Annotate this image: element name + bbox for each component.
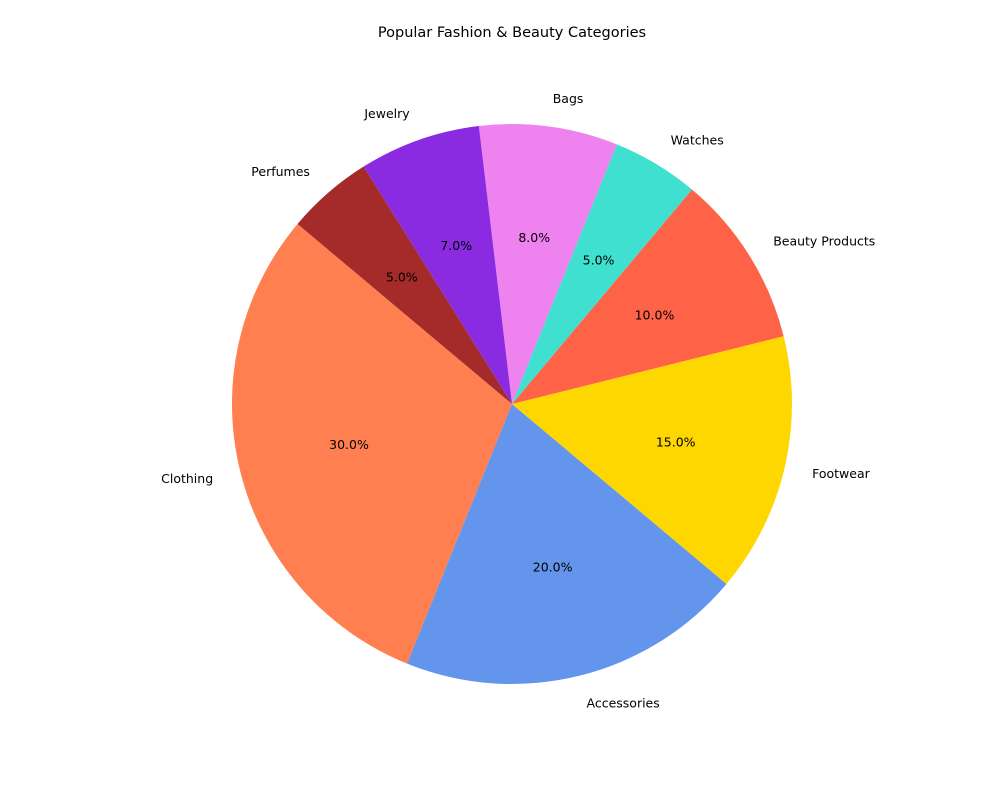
pie-slice-footwear bbox=[512, 336, 792, 584]
slice-percent-watches: 5.0% bbox=[583, 253, 615, 268]
slice-percent-perfumes: 5.0% bbox=[386, 270, 418, 285]
chart-title: Popular Fashion & Beauty Categories bbox=[378, 25, 646, 41]
slice-label-jewelry: Jewelry bbox=[363, 106, 410, 121]
slice-percent-footwear: 15.0% bbox=[656, 434, 696, 449]
pie-labels: Clothing Accessories Footwear Beauty Produc… bbox=[161, 91, 875, 710]
slice-percent-jewelry: 7.0% bbox=[440, 238, 472, 253]
slice-percent-beauty-products: 10.0% bbox=[635, 307, 675, 322]
pie-slice-bags bbox=[478, 124, 617, 404]
pie-slice-beauty-products bbox=[512, 189, 784, 404]
slice-percent-accessories: 20.0% bbox=[533, 560, 573, 575]
slice-percent-bags: 8.0% bbox=[518, 230, 550, 245]
pie-slice-clothing bbox=[232, 224, 512, 664]
slice-label-watches: Watches bbox=[671, 132, 724, 147]
slice-label-clothing: Clothing bbox=[161, 471, 213, 486]
pie-slice-watches bbox=[512, 144, 692, 404]
slice-label-beauty-products: Beauty Products bbox=[773, 233, 875, 248]
slice-label-footwear: Footwear bbox=[812, 466, 871, 481]
slice-percent-clothing: 30.0% bbox=[329, 437, 369, 452]
pie-slice-jewelry bbox=[363, 125, 512, 404]
slice-label-bags: Bags bbox=[553, 91, 584, 106]
slice-label-accessories: Accessories bbox=[587, 695, 660, 710]
pie-slice-accessories bbox=[407, 404, 727, 684]
pie-percentages: 30.0% 20.0% 15.0% 10.0% 5.0% 8.0% 7.0% 5.0% bbox=[329, 230, 696, 575]
pie-slice-perfumes bbox=[297, 166, 512, 404]
pie-slices bbox=[232, 124, 792, 684]
slice-label-perfumes: Perfumes bbox=[251, 164, 310, 179]
